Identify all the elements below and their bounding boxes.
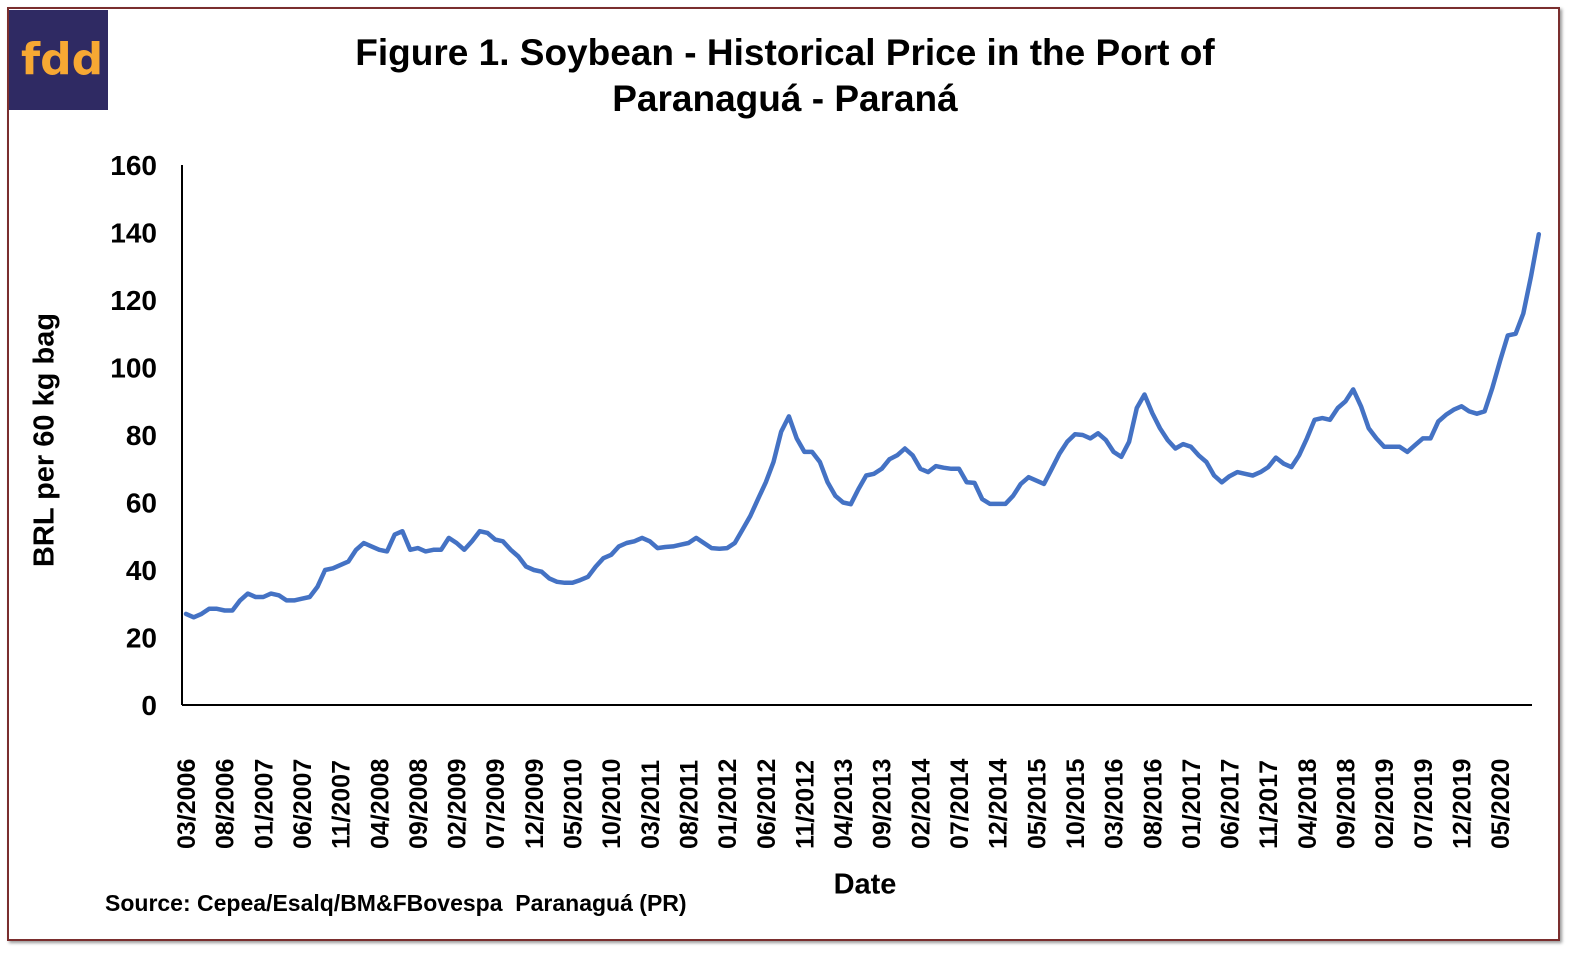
y-tick-label: 140: [110, 218, 157, 249]
x-tick-label: 03/2011: [637, 760, 665, 849]
x-tick-label: 03/2006: [173, 759, 201, 849]
x-tick-label: 07/2009: [482, 759, 510, 849]
x-tick-label: 11/2012: [791, 760, 819, 849]
x-tick-label: 10/2010: [598, 759, 626, 849]
x-tick-label: 03/2016: [1101, 759, 1129, 849]
x-axis-label: Date: [833, 868, 897, 901]
x-tick-label: 05/2010: [560, 759, 588, 849]
logo-text: fdd: [21, 34, 104, 85]
x-tick-label: 09/2018: [1333, 759, 1361, 849]
chart-title-line-2: Paranaguá - Paraná: [612, 78, 958, 119]
y-tick-label: 0: [141, 690, 157, 721]
x-tick-label: 08/2006: [212, 759, 240, 849]
source-note: Source: Cepea/Esalq/BM&FBovespa Paranagu…: [105, 890, 687, 916]
x-tick-label: 07/2019: [1410, 759, 1438, 849]
x-tick-label: 01/2012: [714, 759, 742, 849]
x-tick-label: 05/2015: [1023, 759, 1051, 849]
x-tick-label: 11/2017: [1255, 760, 1283, 849]
x-tick-label: 09/2013: [869, 759, 897, 849]
chart-title-line-1: Figure 1. Soybean - Historical Price in …: [355, 32, 1215, 73]
x-tick-label: 04/2018: [1294, 759, 1322, 849]
x-tick-label: 01/2017: [1178, 759, 1206, 849]
x-tick-label: 12/2009: [521, 759, 549, 849]
x-tick-label: 01/2007: [250, 759, 278, 849]
y-tick-label: 20: [126, 623, 157, 654]
y-tick-label: 100: [110, 353, 157, 384]
x-tick-label: 09/2008: [405, 759, 433, 849]
y-tick-label: 40: [126, 555, 157, 586]
y-tick-label: 60: [126, 488, 157, 519]
x-tick-label: 06/2017: [1217, 759, 1245, 849]
x-tick-label: 06/2012: [753, 759, 781, 849]
y-tick-label: 120: [110, 285, 157, 316]
y-tick-label: 80: [126, 420, 157, 451]
x-tick-label: 02/2014: [907, 759, 935, 849]
chart-title: Figure 1. Soybean - Historical Price in …: [240, 30, 1330, 122]
x-tick-label: 06/2007: [289, 759, 317, 849]
x-tick-label: 04/2008: [366, 759, 394, 849]
fdd-logo: fdd: [9, 10, 108, 110]
x-tick-label: 10/2015: [1062, 759, 1090, 849]
x-tick-label: 02/2019: [1371, 759, 1399, 849]
x-tick-label: 08/2016: [1139, 759, 1167, 849]
x-tick-label: 08/2011: [675, 760, 703, 849]
x-tick-label: 07/2014: [946, 759, 974, 849]
x-tick-label: 12/2014: [985, 759, 1013, 849]
y-tick-label: 160: [110, 150, 157, 181]
x-tick-label: 04/2013: [830, 759, 858, 849]
x-tick-label: 05/2020: [1487, 759, 1515, 849]
x-tick-label: 12/2019: [1448, 759, 1476, 849]
price-series-line: [183, 231, 1542, 620]
x-tick-label: 02/2009: [444, 759, 472, 849]
x-tick-label: 11/2007: [328, 760, 356, 849]
figure-frame: [7, 7, 1560, 941]
